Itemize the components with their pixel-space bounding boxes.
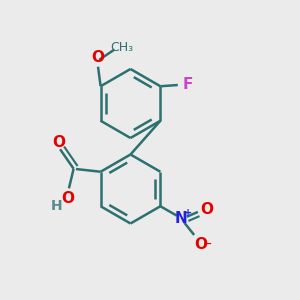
Text: −: − bbox=[203, 239, 212, 249]
Text: +: + bbox=[184, 208, 192, 218]
Text: N: N bbox=[175, 211, 188, 226]
Text: F: F bbox=[183, 77, 193, 92]
Text: H: H bbox=[50, 199, 62, 213]
Text: O: O bbox=[200, 202, 213, 217]
Text: O: O bbox=[62, 191, 75, 206]
Text: O: O bbox=[52, 135, 65, 150]
Text: O: O bbox=[91, 50, 104, 64]
Text: O: O bbox=[194, 237, 207, 252]
Text: CH₃: CH₃ bbox=[111, 41, 134, 54]
